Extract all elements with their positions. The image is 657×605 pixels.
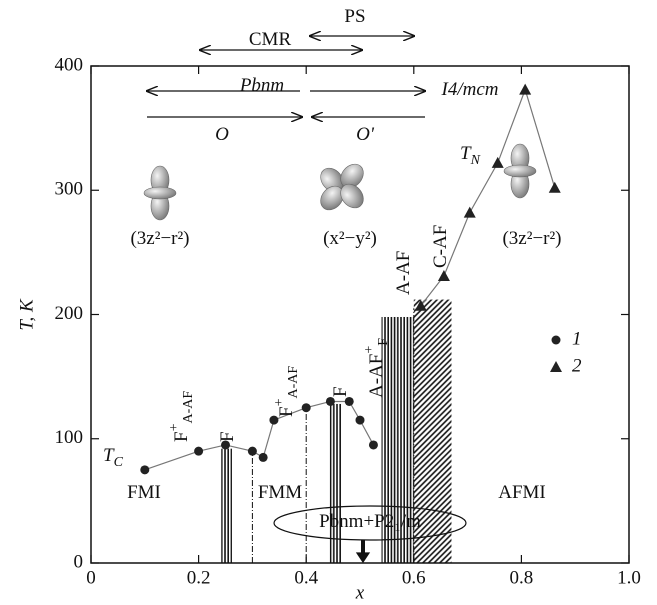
annotation: I4/mcm (441, 79, 499, 100)
y-tick-label: 0 (74, 551, 84, 572)
annotation-sup: + (362, 346, 377, 354)
annotation: (3z²−r²) (502, 228, 561, 249)
annotation-sub: N (470, 153, 481, 168)
annotation: C-AF (430, 225, 451, 268)
annotation-sub: A-AF (181, 391, 196, 424)
annotation-sub: F (376, 338, 391, 346)
data-point (140, 465, 149, 474)
data-point (492, 157, 504, 168)
annotation-text: FMI (127, 482, 161, 503)
y-tick-label: 300 (55, 179, 84, 200)
hatched-region (330, 404, 342, 563)
y-tick-label: 400 (55, 54, 84, 75)
annotation-sup: + (272, 398, 287, 406)
x-tick-label: 0.4 (294, 567, 318, 588)
annotation-text: AFMI (498, 482, 546, 503)
annotation-text: Pbnm (239, 75, 284, 96)
annotation: Pbnm (239, 75, 284, 96)
x-tick-label: 0 (86, 567, 96, 588)
data-point (464, 207, 476, 218)
y-tick-label: 100 (55, 427, 84, 448)
annotation: F (217, 431, 238, 442)
annotation: O' (356, 124, 375, 145)
annotation: F+A-AF (272, 366, 301, 417)
annotation: PS (344, 6, 365, 27)
annotation: (3z²−r²) (130, 228, 189, 249)
annotation: FMM (258, 482, 302, 503)
data-point (345, 397, 354, 406)
data-point (194, 447, 203, 456)
annotation: F (330, 386, 351, 397)
annotation-text: O (215, 124, 229, 145)
data-point (438, 270, 450, 281)
series-line (421, 90, 555, 306)
annotation: O (215, 124, 229, 145)
y-tick-label: 200 (55, 303, 84, 324)
x-axis-label: x (355, 582, 365, 603)
annotation-text: F (171, 431, 192, 442)
data-point (519, 84, 531, 95)
legend-marker (550, 361, 562, 372)
annotation: F+A-AF (167, 391, 196, 442)
annotation-text: FMM (258, 482, 302, 503)
annotation: (x²−y²) (323, 228, 377, 249)
annotation-text: A-AF (393, 251, 414, 295)
data-point (302, 403, 311, 412)
hatched-region (221, 449, 232, 563)
annotation-sub: A-AF (286, 366, 301, 399)
annotation: FMI (127, 482, 161, 503)
annotation: A-AF (393, 251, 414, 295)
x-tick-label: 0.2 (187, 567, 211, 588)
data-point (248, 447, 257, 456)
data-point (549, 182, 561, 193)
annotation-text: A-AF (366, 354, 387, 398)
annotation-text: O' (356, 124, 375, 145)
annotation-text: (3z²−r²) (130, 228, 189, 249)
annotation: AFMI (498, 482, 546, 503)
chart: x T, K 0 0.2 0.4 0.6 0.8 1.0 0 100 200 300 400 1 2 TC… (0, 0, 657, 605)
x-tick-label: 0.6 (402, 567, 426, 588)
annotation-text: CMR (249, 29, 292, 50)
annotation-text: PS (344, 6, 365, 27)
legend-label: 1 (572, 328, 582, 349)
annotation-text: Pbnm+P2₁/m (319, 511, 421, 532)
x-tick-label: 1.0 (617, 567, 641, 588)
annotation-text: F (330, 386, 351, 397)
legend-marker (552, 336, 561, 345)
data-point (259, 453, 268, 462)
y-axis-label: T, K (16, 298, 37, 331)
annotation: TC (103, 445, 124, 470)
annotation-sub: C (114, 455, 124, 470)
legend-label: 2 (572, 355, 582, 376)
annotation-text: F (217, 431, 238, 442)
annotation: TN (460, 143, 481, 168)
data-point (356, 416, 365, 425)
annotation-text: I4/mcm (441, 79, 499, 100)
annotation: CMR (249, 29, 292, 50)
annotation-sup: + (167, 423, 182, 431)
annotation-text: C-AF (430, 225, 451, 268)
data-point (326, 397, 335, 406)
annotation-text: F (276, 406, 297, 417)
annotation-text: (3z²−r²) (502, 228, 561, 249)
annotation: Pbnm+P2₁/m (319, 511, 421, 532)
annotation-text: (x²−y²) (323, 228, 377, 249)
data-point (369, 440, 378, 449)
x-tick-label: 0.8 (510, 567, 534, 588)
